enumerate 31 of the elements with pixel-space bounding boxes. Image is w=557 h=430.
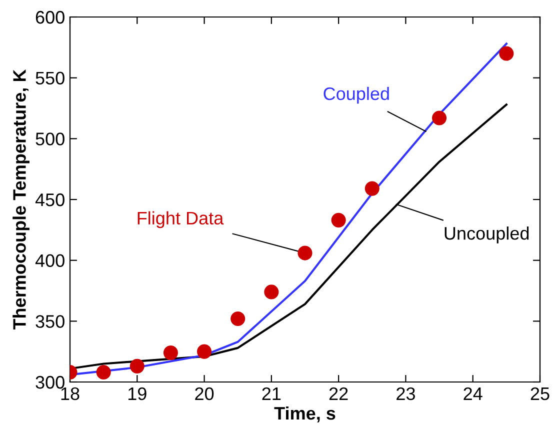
x-tick-label: 24 bbox=[464, 387, 482, 400]
point bbox=[96, 364, 111, 380]
point bbox=[163, 346, 178, 360]
y-tick-label: 600 bbox=[36, 10, 64, 24]
y-tick-label: 300 bbox=[36, 376, 64, 389]
point bbox=[230, 311, 246, 326]
point bbox=[298, 246, 312, 260]
x-tick-label: 20 bbox=[195, 387, 214, 400]
x-tick-label: 23 bbox=[396, 387, 415, 400]
x-tick-label: 22 bbox=[329, 387, 348, 400]
annotation: Coupled bbox=[324, 86, 389, 104]
point bbox=[264, 284, 279, 300]
annotation: Flight Data bbox=[138, 211, 224, 228]
y-tick-label: 450 bbox=[35, 193, 64, 206]
x-tick-label: 18 bbox=[61, 387, 80, 400]
point bbox=[197, 344, 212, 359]
x-tick-label: 25 bbox=[530, 387, 550, 400]
point bbox=[499, 46, 514, 61]
y-tick-label: 400 bbox=[35, 254, 64, 268]
x-tick-label: 19 bbox=[128, 387, 146, 400]
y-tick-label: 500 bbox=[36, 132, 64, 146]
annotation: Uncoupled bbox=[444, 226, 529, 244]
x-tick-label: 21 bbox=[262, 387, 281, 400]
point bbox=[331, 212, 346, 228]
point bbox=[130, 358, 144, 374]
y-axis-title: Thermocouple Temperature, K bbox=[12, 69, 30, 330]
x-axis-title: Time, s bbox=[274, 406, 336, 422]
point bbox=[364, 181, 380, 196]
y-tick-label: 550 bbox=[36, 72, 64, 85]
y-tick-label: 350 bbox=[36, 315, 64, 328]
point bbox=[432, 110, 447, 126]
